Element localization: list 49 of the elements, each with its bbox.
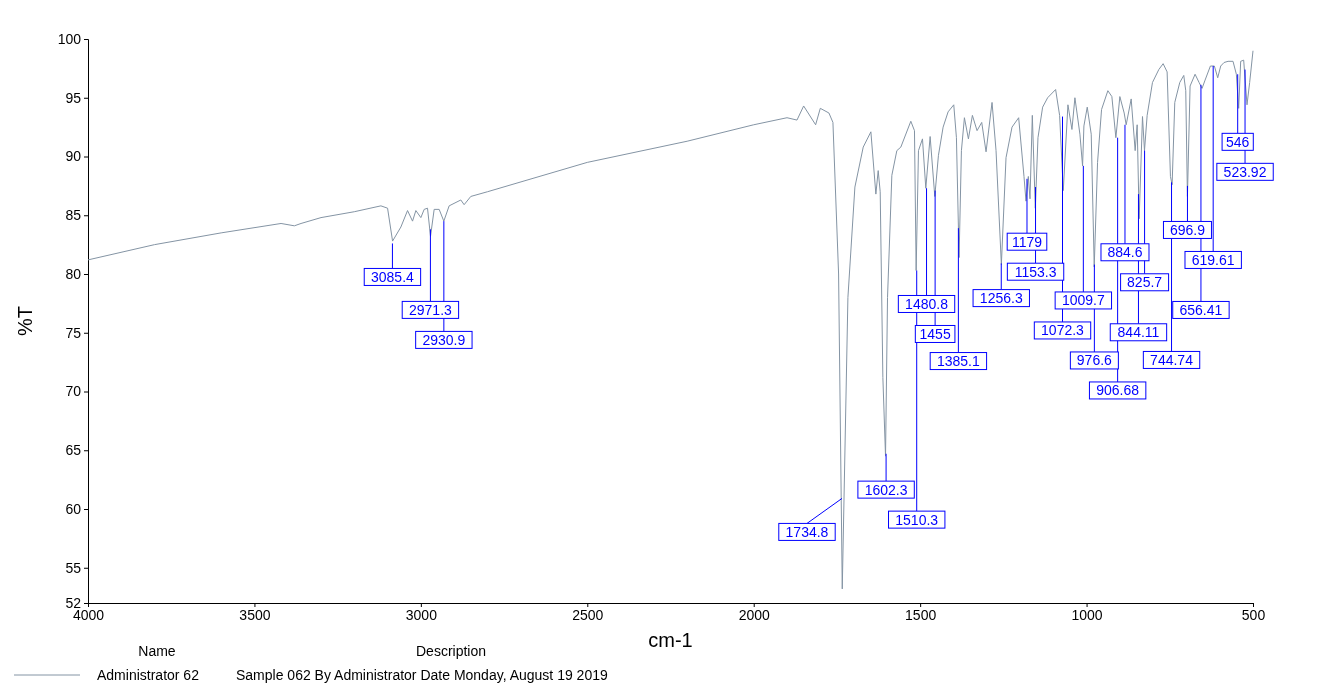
x-tick-label: 3000 [405, 606, 438, 623]
y-tick-label: 85 [65, 207, 82, 224]
annotation: 3085.4 [371, 268, 415, 285]
annotation: 1179 [1011, 233, 1043, 250]
y-tick-label: 52 [65, 594, 82, 611]
annotation: 696.9 [1169, 221, 1206, 238]
legend-label: Administrator 62 [97, 667, 200, 683]
annotation: 1480.8 [905, 295, 949, 312]
legend-title: Name [138, 643, 176, 659]
y-tick-label: 65 [65, 442, 82, 459]
y-tick-label: 90 [65, 148, 82, 165]
annotation: 1009.7 [1061, 292, 1105, 309]
x-tick-label: 3500 [239, 606, 271, 623]
x-axis-title: cm-1 [648, 629, 693, 651]
annotation: 844.11 [1117, 324, 1160, 341]
annotation: 744.74 [1150, 351, 1194, 368]
x-tick-label: 500 [1241, 606, 1266, 623]
y-tick-label: 55 [65, 559, 82, 576]
annotation: 884.6 [1107, 244, 1143, 261]
annotation: 1734.8 [785, 523, 829, 540]
y-tick-label: 75 [65, 324, 82, 341]
text: Description [415, 643, 487, 659]
annotation: 2930.9 [422, 331, 466, 348]
annotation: 1072.3 [1041, 322, 1085, 339]
annotation: 523.92 [1223, 163, 1267, 180]
text: Sample 062 By Administrator Date Monday, August 19 2019 [236, 667, 608, 683]
annotation: 976.6 [1076, 352, 1113, 369]
annotation: 906.68 [1096, 382, 1140, 399]
annotation: 1385.1 [936, 353, 981, 370]
annotation: 1510.3 [895, 511, 939, 528]
annotation: 1153.3 [1014, 263, 1057, 280]
x-tick-label: 2000 [738, 606, 770, 623]
y-axis-title: %T [14, 306, 36, 336]
annotation: 656.41 [1179, 301, 1223, 318]
y-tick-label: 80 [65, 265, 82, 282]
annotation: 546 [1226, 133, 1250, 150]
annotation: 825.7 [1127, 274, 1163, 291]
x-tick-label: 1500 [905, 606, 937, 623]
x-tick-label: 2500 [572, 606, 604, 623]
y-tick-label: 70 [65, 383, 82, 400]
annotation: 1256.3 [979, 290, 1023, 307]
y-tick-label: 60 [65, 500, 82, 517]
y-tick-label: 100 [57, 30, 82, 47]
annotation: 2971.3 [409, 301, 453, 318]
annotation: 1602.3 [864, 481, 908, 498]
y-tick-label: 95 [65, 89, 82, 106]
annotation: 619.61 [1191, 251, 1235, 268]
x-tick-label: 1000 [1071, 606, 1103, 623]
annotation: 1455 [919, 325, 951, 342]
